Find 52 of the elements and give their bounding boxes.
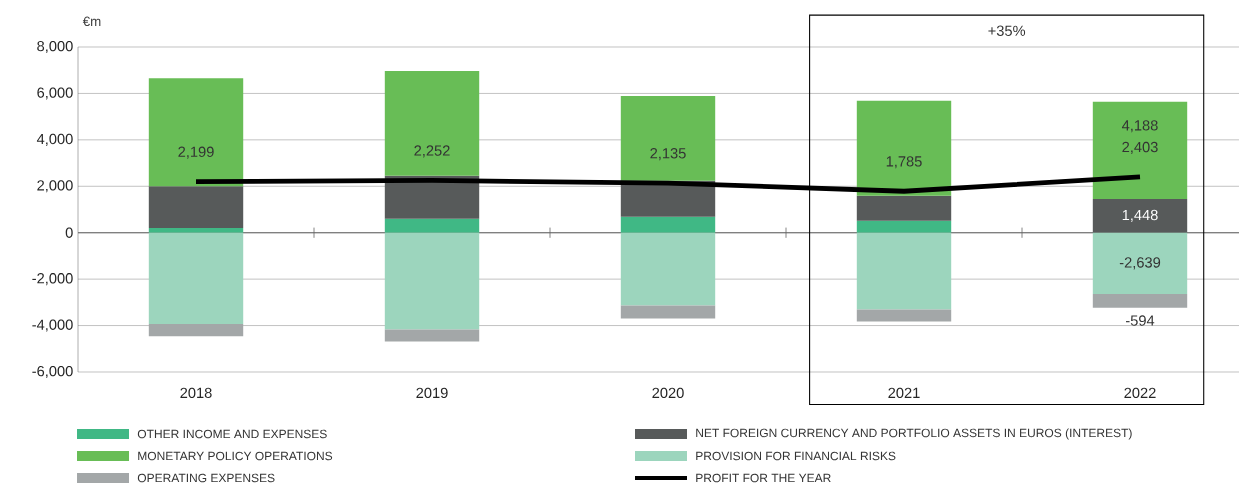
y-axis-title: €m <box>82 16 101 27</box>
legend-label: MONETARY POLICY OPERATIONS <box>138 451 333 461</box>
y-tick-label: -6,000 <box>32 365 73 379</box>
data-label: -2,639 <box>1119 257 1161 270</box>
y-tick-label: 0 <box>65 227 73 238</box>
bar <box>620 95 716 181</box>
legend-label: OPERATING EXPENSES <box>137 473 275 483</box>
legend-label: PROFIT FOR THE YEAR <box>696 473 831 483</box>
x-tick-label: 2018 <box>180 387 212 399</box>
legend-label: OTHER INCOME AND EXPENSES <box>137 429 327 439</box>
data-label: 2,199 <box>178 146 214 159</box>
data-label: 4,188 <box>1121 120 1158 133</box>
bar <box>384 232 480 330</box>
bar <box>856 220 952 233</box>
bar <box>620 216 716 233</box>
data-label: 2,403 <box>1122 141 1158 154</box>
bar <box>148 78 244 187</box>
bar <box>1092 199 1188 233</box>
data-label: 2,252 <box>414 145 450 158</box>
y-tick-label: 6,000 <box>37 87 73 100</box>
bar <box>1092 232 1188 294</box>
data-label: 1,785 <box>886 156 922 169</box>
y-tick-label: 2,000 <box>37 180 73 193</box>
bar <box>384 329 480 342</box>
bar <box>148 323 244 337</box>
bar <box>856 195 952 221</box>
data-label: 2,135 <box>650 148 686 161</box>
bar <box>856 100 952 196</box>
x-tick-label: 2022 <box>1124 387 1156 399</box>
bar <box>384 70 480 176</box>
x-tick-label: 2020 <box>652 387 684 399</box>
bar <box>620 232 716 306</box>
y-tick-label: 4,000 <box>36 133 73 146</box>
legend-label: NET FOREIGN CURRENCY AND PORTFOLIO ASSETS IN EUROS (INTEREST) <box>696 428 1132 440</box>
y-tick-label: -4,000 <box>32 319 73 332</box>
data-label: 1,448 <box>1122 209 1158 222</box>
bar <box>148 228 244 233</box>
data-label: -594 <box>1125 315 1155 326</box>
x-tick-label: 2021 <box>888 387 920 399</box>
bar <box>1092 101 1188 200</box>
bar <box>856 232 952 310</box>
y-tick-label: 8,000 <box>37 40 73 54</box>
bar <box>620 305 716 319</box>
bar <box>1092 293 1188 308</box>
bar <box>384 218 480 233</box>
bar <box>148 186 244 229</box>
y-tick-label: -2,000 <box>32 273 73 286</box>
legend-label: PROVISION FOR FINANCIAL RISKS <box>696 451 896 461</box>
text: +35% <box>988 25 1026 36</box>
bar <box>856 309 952 322</box>
x-tick-label: 2019 <box>416 387 448 399</box>
bar <box>148 232 244 324</box>
